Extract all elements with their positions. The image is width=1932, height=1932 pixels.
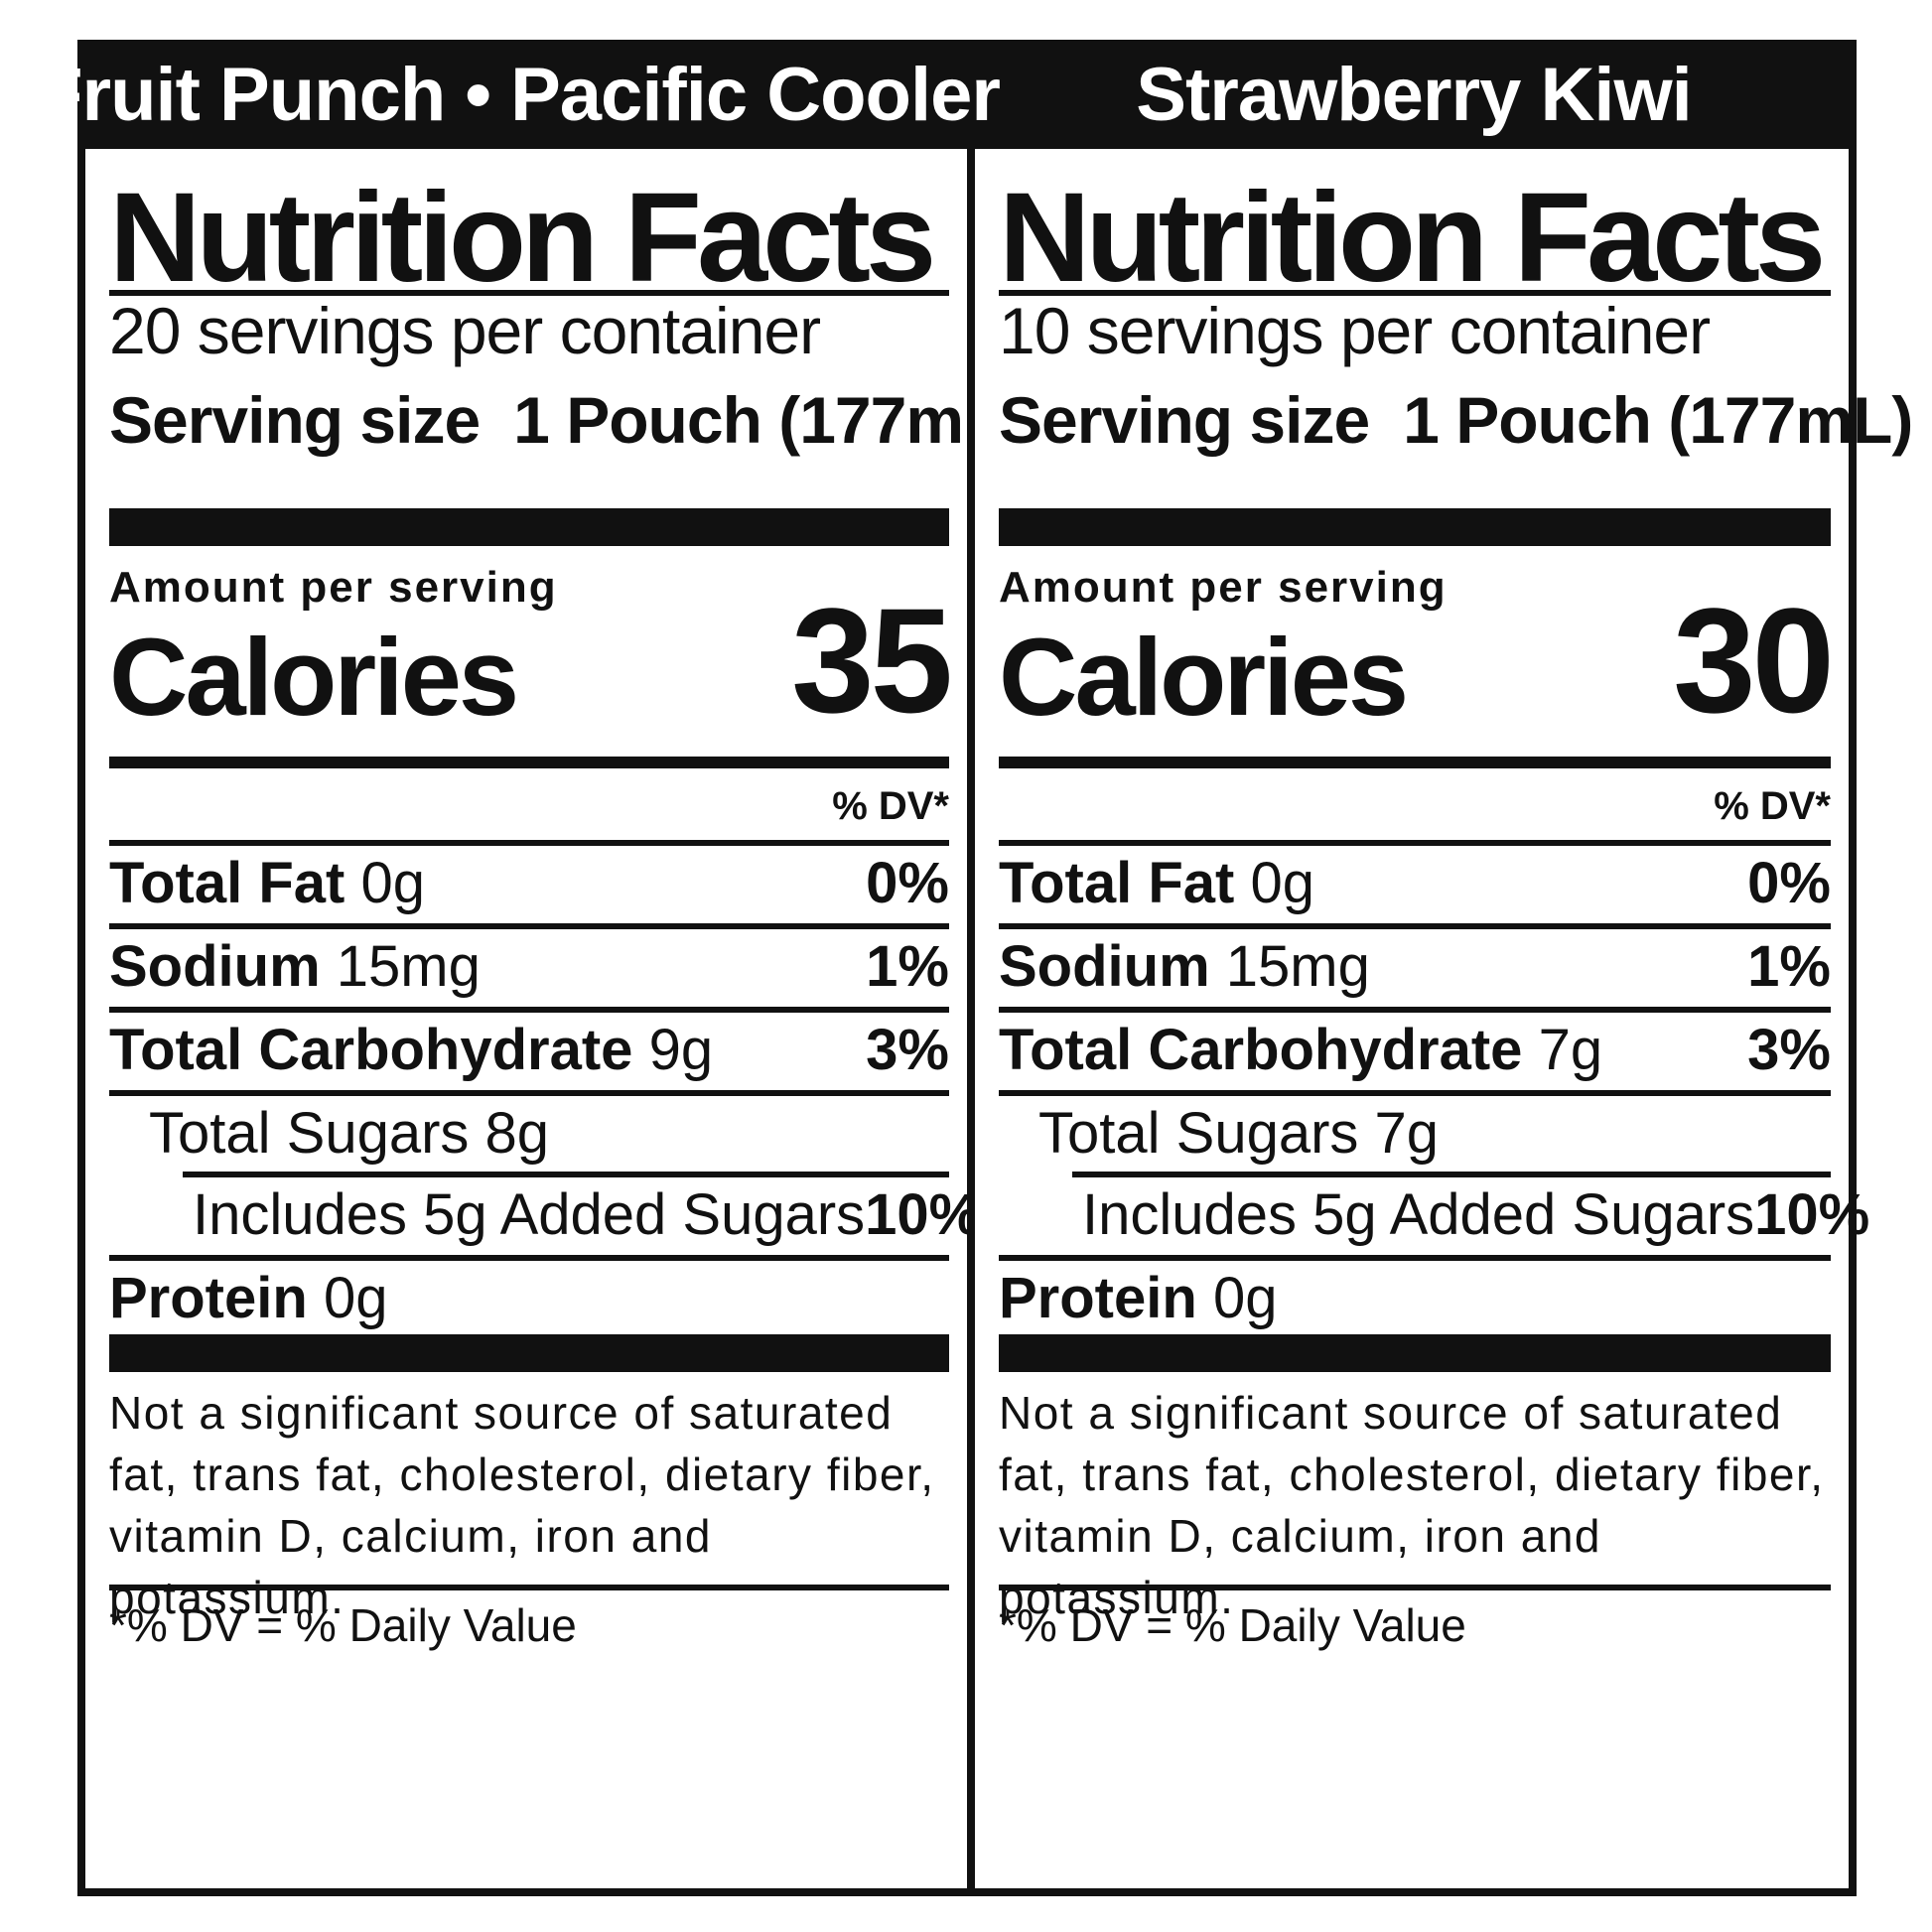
calories-label: Calories xyxy=(109,617,519,739)
nutrient-label: Total Fat xyxy=(109,851,345,915)
nutrient-amount: 7g xyxy=(1538,1018,1603,1082)
serving-size-label: Serving size xyxy=(999,383,1370,457)
nutrition-label-frame: Fruit Punch • Pacific Cooler Strawberry … xyxy=(37,40,1913,1896)
nutrient-row-protein: Protein 0g xyxy=(109,1269,949,1328)
divider xyxy=(109,290,949,296)
calories-label: Calories xyxy=(999,617,1409,739)
nutrient-label: Total Carbohydrate xyxy=(999,1018,1523,1082)
nutrient-amount: 0g xyxy=(360,851,425,915)
calories-value: 35 xyxy=(791,577,953,744)
divider xyxy=(999,923,1831,929)
nutrient-row-protein: Protein 0g xyxy=(999,1269,1831,1328)
thick-divider xyxy=(999,1334,1831,1372)
flavor-header-left: Fruit Punch • Pacific Cooler xyxy=(37,52,1001,137)
flavor-header-right: Strawberry Kiwi xyxy=(1136,52,1692,137)
amount-per-serving: Amount per serving xyxy=(999,563,1448,612)
nutrient-amount: 9g xyxy=(648,1018,714,1082)
nutrient-row-sodium: Sodium 15mg 1% xyxy=(999,937,1831,997)
nutrient-amount: 0g xyxy=(1212,1266,1278,1330)
nutrient-label: Total Sugars 8g xyxy=(149,1101,550,1166)
divider xyxy=(999,757,1831,768)
nutrient-amount: 15mg xyxy=(336,934,481,999)
serving-size-label: Serving size xyxy=(109,383,481,457)
divider xyxy=(109,923,949,929)
nutrient-dv: 1% xyxy=(866,934,949,999)
divider xyxy=(1072,1172,1831,1177)
serving-size-value: 1 Pouch (177mL) xyxy=(513,383,1024,457)
thick-divider xyxy=(109,508,949,546)
nutrient-label: Sodium xyxy=(999,934,1210,999)
divider xyxy=(999,290,1831,296)
dv-header: % DV* xyxy=(1714,784,1831,828)
nutrient-row-carbohydrate: Total Carbohydrate 9g 3% xyxy=(109,1021,949,1080)
footnote-text: Not a significant source of saturated fa… xyxy=(999,1387,1825,1623)
nutrient-dv: 10% xyxy=(1754,1182,1870,1247)
nutrient-dv: 0% xyxy=(1747,851,1831,915)
nutrient-amount: 0g xyxy=(323,1266,388,1330)
divider xyxy=(999,1007,1831,1013)
footnote-text: Not a significant source of saturated fa… xyxy=(109,1387,935,1623)
nutrient-label: Protein xyxy=(999,1266,1197,1330)
servings-per-container: 20 servings per container xyxy=(109,294,821,367)
dv-header: % DV* xyxy=(832,784,949,828)
nutrition-facts-title: Nutrition Facts xyxy=(999,167,1826,309)
nutrition-panel-right: Nutrition Facts 10 servings per containe… xyxy=(975,149,1913,1888)
nutrient-row-carbohydrate: Total Carbohydrate 7g 3% xyxy=(999,1021,1831,1080)
nutrient-dv: 10% xyxy=(865,1182,981,1247)
divider xyxy=(109,1007,949,1013)
divider xyxy=(109,1090,949,1096)
nutrient-amount: 0g xyxy=(1250,851,1314,915)
thick-divider xyxy=(109,1334,949,1372)
nutrient-label: Total Carbohydrate xyxy=(109,1018,633,1082)
serving-size: Serving size 1 Pouch (177mL) xyxy=(999,383,1913,457)
nutrient-row-added-sugars: Includes 5g Added Sugars 10% xyxy=(999,1182,1869,1247)
nutrient-row-total-fat: Total Fat 0g 0% xyxy=(999,854,1831,913)
thick-divider xyxy=(999,508,1831,546)
nutrient-label: Total Fat xyxy=(999,851,1235,915)
nutrient-row-total-fat: Total Fat 0g 0% xyxy=(109,854,949,913)
amount-per-serving: Amount per serving xyxy=(109,563,558,612)
nutrient-dv: 3% xyxy=(1747,1018,1831,1082)
dv-note: *% DV = % Daily Value xyxy=(109,1599,577,1651)
nutrient-label: Includes 5g Added Sugars xyxy=(1082,1182,1755,1247)
servings-per-container: 10 servings per container xyxy=(999,294,1711,367)
divider xyxy=(109,1255,949,1261)
divider xyxy=(999,1255,1831,1261)
nutrient-label: Sodium xyxy=(109,934,321,999)
dv-note: *% DV = % Daily Value xyxy=(999,1599,1466,1651)
nutrient-label: Total Sugars 7g xyxy=(1038,1101,1440,1166)
divider xyxy=(999,1090,1831,1096)
nutrient-amount: 15mg xyxy=(1225,934,1370,999)
divider xyxy=(109,757,949,768)
serving-size-value: 1 Pouch (177mL) xyxy=(1403,383,1913,457)
nutrient-label: Protein xyxy=(109,1266,308,1330)
nutrient-dv: 3% xyxy=(866,1018,949,1082)
nutrient-dv: 1% xyxy=(1747,934,1831,999)
nutrient-row-sodium: Sodium 15mg 1% xyxy=(109,937,949,997)
nutrient-label: Includes 5g Added Sugars xyxy=(193,1182,866,1247)
calories-value: 30 xyxy=(1673,577,1835,744)
divider xyxy=(109,840,949,846)
nutrient-row-total-sugars: Total Sugars 7g xyxy=(999,1104,1831,1164)
nutrition-panel-left: Nutrition Facts 20 servings per containe… xyxy=(85,149,1024,1888)
nutrition-facts-title: Nutrition Facts xyxy=(109,167,936,309)
divider xyxy=(999,1585,1831,1590)
divider xyxy=(183,1172,949,1177)
nutrient-dv: 0% xyxy=(866,851,949,915)
divider xyxy=(999,840,1831,846)
nutrient-row-added-sugars: Includes 5g Added Sugars 10% xyxy=(109,1182,980,1247)
serving-size: Serving size 1 Pouch (177mL) xyxy=(109,383,1024,457)
nutrient-row-total-sugars: Total Sugars 8g xyxy=(109,1104,949,1164)
divider xyxy=(109,1585,949,1590)
